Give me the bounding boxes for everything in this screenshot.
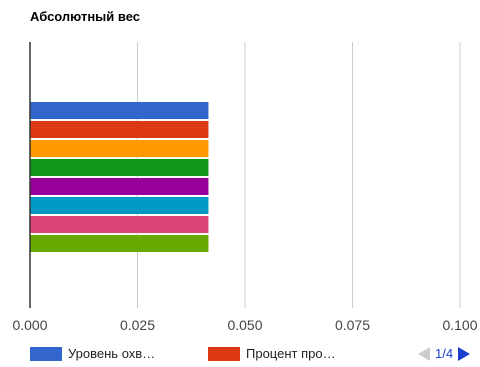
legend-swatch-1 bbox=[30, 346, 62, 361]
legend: Уровень охв… Процент про… 1/4 bbox=[30, 346, 471, 366]
x-tick-label: 0.000 bbox=[12, 317, 47, 333]
legend-label-1: Уровень охв… bbox=[68, 346, 156, 361]
triangle-left-icon[interactable] bbox=[418, 346, 430, 361]
triangle-right-icon[interactable] bbox=[458, 346, 471, 361]
legend-pager: 1/4 bbox=[418, 346, 471, 361]
x-axis-ticks: 0.000 0.025 0.050 0.075 0.100 bbox=[12, 317, 477, 333]
x-tick-label: 0.025 bbox=[120, 317, 155, 333]
bar-2[interactable] bbox=[30, 121, 209, 138]
x-tick-label: 0.050 bbox=[227, 317, 262, 333]
x-tick-label: 0.100 bbox=[442, 317, 477, 333]
bar-5[interactable] bbox=[30, 178, 209, 195]
legend-label-2: Процент про… bbox=[246, 346, 336, 361]
bar-8[interactable] bbox=[30, 235, 209, 252]
x-tick-label: 0.075 bbox=[335, 317, 370, 333]
legend-item-2[interactable]: Процент про… bbox=[208, 346, 336, 361]
legend-item-1[interactable]: Уровень охв… bbox=[30, 346, 155, 361]
legend-swatch-2 bbox=[208, 346, 240, 361]
bar-4[interactable] bbox=[30, 159, 209, 176]
bar-6[interactable] bbox=[30, 197, 209, 214]
chart-title: Абсолютный вес bbox=[30, 9, 140, 24]
legend-page-indicator: 1/4 bbox=[435, 346, 454, 361]
bar-1[interactable] bbox=[30, 102, 209, 119]
bar-7[interactable] bbox=[30, 216, 209, 233]
bar-3[interactable] bbox=[30, 140, 209, 157]
chart-plot: 0.000 0.025 0.050 0.075 0.100 bbox=[12, 42, 478, 333]
bars bbox=[30, 102, 209, 252]
